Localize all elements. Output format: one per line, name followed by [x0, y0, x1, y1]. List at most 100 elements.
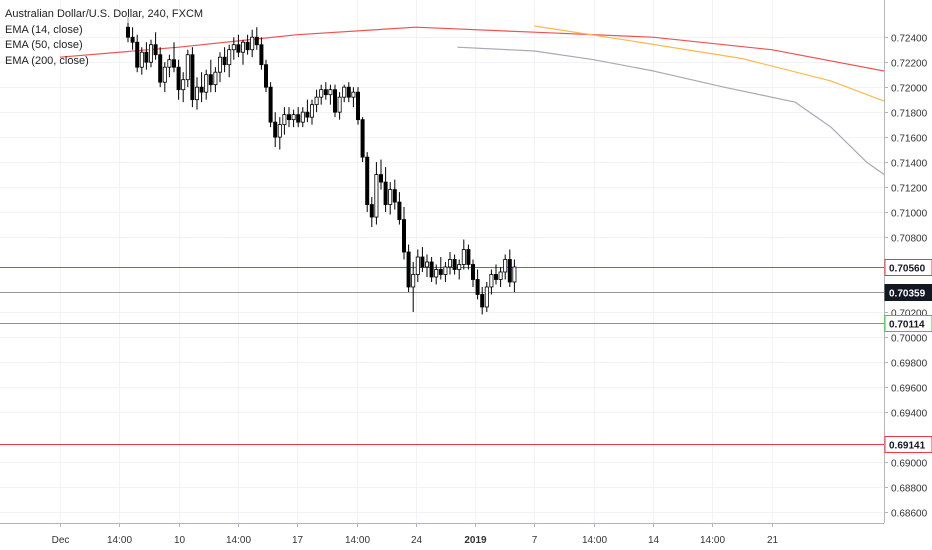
y-tick-label: 0.68800 [891, 484, 928, 495]
candle [144, 42, 149, 70]
candle-body-down [466, 249, 471, 265]
candle-body-down [360, 119, 365, 158]
candle [447, 252, 452, 275]
candle-body-down [199, 86, 204, 93]
price-level-lines[interactable] [0, 267, 884, 445]
y-tick-label: 0.71200 [891, 184, 928, 195]
candle [461, 239, 466, 270]
price-level-label: 0.70114 [889, 320, 925, 331]
candle-body-up [337, 96, 342, 113]
candle [452, 254, 457, 275]
candle [305, 99, 310, 123]
candle [309, 99, 314, 125]
candle [296, 107, 301, 128]
price-level-badge[interactable] [884, 284, 932, 301]
y-tick-label: 0.71600 [891, 134, 928, 145]
candle [498, 267, 503, 287]
candle [245, 34, 250, 55]
candle [484, 281, 489, 312]
candle [342, 84, 347, 103]
candle-body-up [282, 114, 287, 126]
candle-body-down [507, 259, 512, 283]
legend-ema-200[interactable]: EMA (200, close) [5, 54, 89, 67]
price-axis[interactable]: 0.72400 0.72200 0.72000 0.71800 0.71600 0.714… [884, 0, 932, 550]
price-level-label: 0.70560 [889, 264, 926, 275]
candle-body-down [406, 251, 411, 288]
price-level-badge[interactable] [884, 436, 932, 453]
candle-body-down [438, 269, 443, 275]
candle-body-down [130, 36, 135, 43]
legend-ema-14[interactable]: EMA (14, close) [5, 23, 83, 36]
candle [291, 109, 296, 128]
candle [277, 117, 282, 150]
candle-body-down [296, 114, 301, 123]
price-level-badge[interactable] [884, 315, 932, 332]
candle [250, 29, 255, 58]
candle [231, 37, 236, 60]
candle [167, 54, 172, 78]
candle-body-down [190, 54, 195, 101]
candle [135, 34, 140, 73]
candle-body-down [268, 86, 273, 123]
candle [254, 27, 259, 50]
candle [420, 247, 425, 272]
candle-body-up [328, 89, 333, 96]
x-tick-label: 14:00 [582, 535, 607, 546]
candle-body-up [139, 51, 144, 68]
candle [434, 264, 439, 285]
y-tick-label: 0.70200 [891, 309, 928, 320]
x-tick-label: 17 [292, 535, 304, 546]
candle-body-up [213, 71, 218, 86]
candle [365, 152, 370, 213]
candle-body-up [415, 256, 420, 275]
x-tick-label: 24 [411, 535, 423, 546]
price-level-badge[interactable] [884, 259, 932, 276]
candle-body-up [447, 259, 452, 268]
candle [171, 42, 176, 73]
candle [383, 167, 388, 213]
candle-body-up [461, 249, 466, 265]
candle [282, 107, 287, 135]
candle-body-down [493, 274, 498, 280]
y-tick-label: 0.71800 [891, 109, 928, 120]
candle-body-down [323, 89, 328, 96]
candle [378, 159, 383, 190]
candle [466, 244, 471, 270]
x-tick-label: Dec [52, 535, 70, 546]
legend-ema-50[interactable]: EMA (50, close) [5, 39, 83, 51]
candle-body-up [388, 189, 393, 205]
candle [227, 44, 232, 78]
candle [360, 117, 365, 163]
candle-body-down [332, 89, 337, 113]
candle [300, 107, 305, 128]
candle [204, 69, 209, 100]
candle-body-up [185, 54, 190, 81]
candle-body-up [231, 44, 236, 51]
candle-body-up [411, 274, 416, 288]
candle [199, 72, 204, 103]
symbol-title[interactable]: Australian Dollar/U.S. Dollar, 240, FXCM [5, 7, 204, 23]
time-axis[interactable]: Dec 14:00 10 14:00 17 14:00 24 2019 7 14:00 14 14:0… [0, 523, 884, 546]
candle-body-down [135, 41, 140, 68]
candle-body-down [480, 294, 485, 308]
candle [457, 259, 462, 280]
grid-lines [0, 0, 884, 523]
candle [351, 87, 356, 108]
candle-body-down [401, 219, 406, 253]
candle-body-up [300, 111, 305, 123]
candle-body-down [383, 181, 388, 205]
candle [268, 82, 273, 128]
candle-body-down [171, 59, 176, 68]
x-tick-label: 14:00 [226, 535, 251, 546]
candle-body-down [259, 44, 264, 66]
candle-body-down [397, 201, 402, 220]
y-tick-label: 0.70800 [891, 234, 928, 245]
candle-body-up [250, 36, 255, 51]
candle [259, 37, 264, 70]
candle-body-up [351, 91, 356, 98]
candle [213, 67, 218, 93]
candle [374, 162, 379, 225]
candle-body-up [443, 266, 448, 275]
